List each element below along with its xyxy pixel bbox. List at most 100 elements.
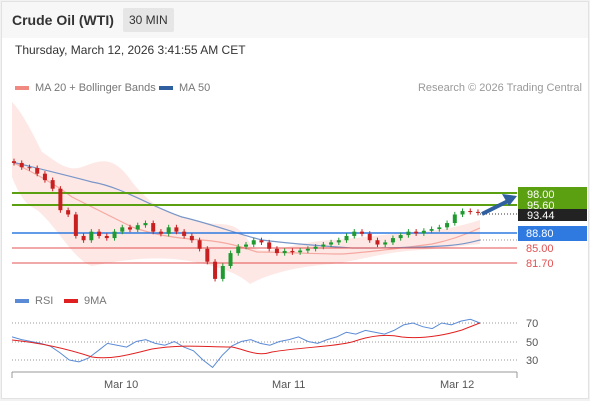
pivot-tag: [518, 226, 587, 241]
candle-body: [398, 235, 403, 239]
candle-body: [42, 173, 47, 181]
rsi-tick-70: 70: [526, 318, 538, 330]
resistance-2-label: 98.00: [527, 189, 555, 201]
candle-body: [367, 233, 372, 241]
rsi-tick-30: 30: [526, 355, 538, 367]
candle-body: [66, 210, 71, 215]
candle-body: [375, 240, 380, 245]
legend-rsi-label: RSI: [35, 295, 54, 307]
candle-body: [143, 223, 148, 226]
x-tick-mar-10: Mar 10: [104, 379, 138, 391]
candle-body: [259, 240, 264, 243]
candle-body: [135, 225, 140, 230]
candle-body: [120, 227, 125, 232]
candle-body: [298, 250, 303, 253]
candle-body: [421, 230, 426, 234]
rsi-line: [11, 318, 481, 369]
candle-body: [329, 242, 334, 245]
ma20-line: [11, 161, 481, 255]
bollinger-band: [12, 102, 480, 284]
candle-body: [267, 242, 272, 249]
candle-body: [406, 231, 411, 236]
ma20-swatch: [15, 86, 29, 90]
forecast-arrow-shaft: [481, 199, 509, 216]
legend-ma50-label: MA 50: [179, 82, 211, 94]
candle-body: [414, 231, 419, 234]
candle-body: [151, 223, 156, 232]
pivot-label: 88.80: [526, 228, 554, 240]
ma9-swatch: [64, 299, 78, 303]
current-price-tag: [518, 209, 587, 221]
candle-body: [445, 223, 450, 228]
candle-body: [220, 266, 225, 279]
candle-body: [360, 231, 364, 234]
candle-body: [205, 248, 210, 262]
legend-9ma-label: 9MA: [84, 295, 107, 307]
header-bar: Crude Oil (WTI) 30 MIN: [2, 2, 588, 38]
candle-body: [336, 240, 341, 243]
candle-body: [189, 235, 194, 241]
x-tick-mar-11: Mar 11: [272, 379, 305, 391]
candlesticks: [12, 158, 480, 282]
candle-body: [468, 211, 473, 213]
current-price-label: 93.44: [527, 210, 555, 222]
candle-body: [197, 240, 202, 249]
candle-body: [437, 227, 442, 230]
candle-body: [476, 211, 480, 213]
candle-body: [429, 229, 434, 231]
candle-body: [166, 227, 171, 234]
legend-rsi: RSI: [15, 295, 53, 307]
candle-body: [97, 231, 102, 236]
legend-ma20-label: MA 20 + Bollinger Bands: [35, 82, 156, 94]
candle-body: [460, 211, 465, 215]
candle-body: [251, 240, 256, 245]
candle-body: [236, 246, 241, 254]
attribution: Research © 2026 Trading Central: [417, 82, 582, 94]
rsi-tick-50: 50: [526, 337, 538, 349]
candle-body: [452, 214, 457, 224]
candle-body: [35, 168, 40, 174]
candle-body: [12, 161, 16, 163]
support-2-label: 81.70: [526, 258, 554, 270]
candle-body: [19, 162, 24, 168]
instrument-title: Crude Oil (WTI): [12, 12, 114, 28]
rsi-swatch: [15, 299, 29, 303]
candle-body: [390, 238, 395, 243]
candle-body: [104, 235, 109, 239]
candle-body: [58, 188, 63, 211]
candle-body: [174, 227, 179, 232]
candle-body: [313, 246, 318, 249]
candle-body: [383, 242, 388, 245]
candle-body: [282, 250, 287, 254]
rsi-9ma-line: [11, 322, 481, 359]
candle-body: [228, 253, 233, 267]
candle-body: [182, 231, 187, 236]
candle-body: [305, 248, 310, 251]
x-tick-mar-12: Mar 12: [440, 379, 474, 391]
candle-body: [27, 167, 32, 169]
datetime-label: Thursday, March 12, 2026 3:41:55 AM CET: [15, 43, 246, 57]
candle-body: [290, 250, 295, 253]
candle-body: [112, 231, 117, 239]
ma50-swatch: [159, 86, 173, 90]
legend-ma50: MA 50: [159, 82, 210, 94]
forecast-arrow-head: [502, 194, 517, 206]
candle-body: [73, 214, 78, 236]
candle-body: [50, 180, 55, 189]
legend-ma20: MA 20 + Bollinger Bands: [15, 82, 156, 94]
candle-body: [128, 227, 132, 230]
timeframe-button[interactable]: 30 MIN: [123, 8, 174, 32]
candle-body: [81, 235, 86, 241]
candle-body: [274, 248, 279, 254]
resistance-2-tag: [518, 187, 587, 200]
candle-body: [321, 244, 326, 247]
candle-body: [89, 231, 94, 241]
candle-body: [213, 261, 218, 279]
candle-body: [244, 244, 248, 247]
candle-body: [158, 231, 163, 234]
support-1-label: 85.00: [526, 243, 554, 255]
legend-9ma: 9MA: [64, 295, 107, 307]
resistance-1-tag: [518, 199, 587, 211]
